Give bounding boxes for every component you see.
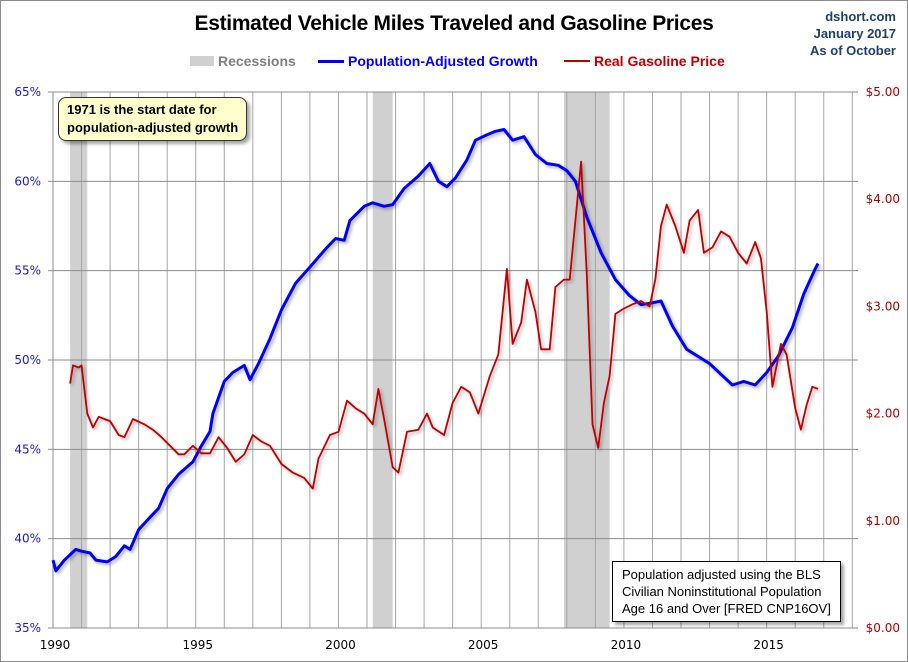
annotation-source-line-3: Age 16 and Over [FRED CNP16OV] xyxy=(622,601,831,616)
right-tick-label: $0.00 xyxy=(866,621,900,635)
left-tick-label: 45% xyxy=(14,442,41,456)
annotation-start-date: 1971 is the start date for population-ad… xyxy=(58,97,248,141)
credit-site: dshort.com xyxy=(825,9,896,24)
gridlines xyxy=(53,91,858,628)
credit-date: January 2017 xyxy=(813,26,896,41)
x-tick-label: 1990 xyxy=(40,638,71,652)
left-tick-label: 65% xyxy=(14,85,41,99)
right-tick-label: $4.00 xyxy=(866,192,900,206)
legend-swatch-population-adjusted-growth xyxy=(318,59,344,63)
legend-item-recessions: Recessions xyxy=(190,53,296,69)
legend-item-population-adjusted-growth: Population-Adjusted Growth xyxy=(318,53,538,69)
legend-swatch-recessions xyxy=(190,56,214,66)
left-tick-label: 50% xyxy=(14,353,41,367)
left-tick-label: 35% xyxy=(14,621,41,635)
x-tick-label: 2005 xyxy=(468,638,499,652)
axes xyxy=(48,91,858,629)
population-adjusted-growth-line xyxy=(51,128,820,573)
real-gasoline-price-line xyxy=(69,160,819,490)
right-tick-label: $2.00 xyxy=(866,407,900,421)
x-tick-label: 2000 xyxy=(325,638,356,652)
series-lines xyxy=(51,128,820,573)
legend-label-real-gasoline-price: Real Gasoline Price xyxy=(594,53,725,69)
x-tick-label: 1995 xyxy=(182,638,213,652)
legend-label-recessions: Recessions xyxy=(218,53,296,69)
left-tick-label: 55% xyxy=(14,264,41,278)
legend-label-population-adjusted-growth: Population-Adjusted Growth xyxy=(348,53,538,69)
legend-swatch-real-gasoline-price xyxy=(564,60,590,62)
annotation-population-source: Population adjusted using the BLS Civili… xyxy=(612,561,841,622)
annotation-start-date-line-2: population-adjusted growth xyxy=(67,120,239,135)
legend-item-real-gasoline-price: Real Gasoline Price xyxy=(564,53,725,69)
left-tick-label: 60% xyxy=(14,174,41,188)
right-tick-label: $3.00 xyxy=(866,299,900,313)
right-tick-label: $1.00 xyxy=(866,514,900,528)
tick-labels: 35% 40% 45% 50% 55% 60% 65% $0.00 $1.00 $2.00 $3.0… xyxy=(14,85,900,652)
annotation-source-line-1: Population adjusted using the BLS xyxy=(622,567,821,582)
left-tick-label: 40% xyxy=(14,532,41,546)
chart-credit: dshort.com January 2017 As of October xyxy=(810,8,896,59)
right-tick-label: $5.00 xyxy=(866,85,900,99)
annotation-source-line-2: Civilian Noninstitutional Population xyxy=(622,584,822,599)
x-tick-label: 2010 xyxy=(611,638,642,652)
x-tick-label: 2015 xyxy=(753,638,784,652)
chart-title: Estimated Vehicle Miles Traveled and Gas… xyxy=(194,12,714,35)
annotation-start-date-line-1: 1971 is the start date for xyxy=(67,102,217,117)
credit-asof: As of October xyxy=(810,43,896,58)
